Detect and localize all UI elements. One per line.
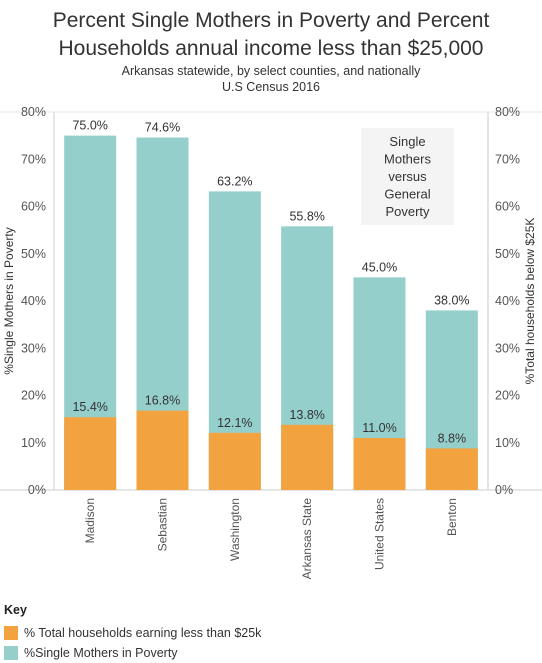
x-tick-label: United States — [373, 498, 387, 570]
annotation-text-line: General — [384, 187, 430, 202]
x-tick-label: Madison — [83, 498, 97, 543]
chart-title-line-2: Households annual income less than $25,0… — [58, 37, 484, 60]
bar-chart: 0% 0% 10% 10% 20% 20% 30% 30% 40% 40% 50% 50% 60% 60%… — [0, 105, 542, 580]
legend-label-households: % Total households earning less than $25… — [24, 626, 262, 640]
annotation-text-line: Poverty — [385, 204, 430, 219]
x-tick-label: Benton — [445, 498, 459, 536]
bar-households — [208, 432, 261, 490]
bar-households — [353, 438, 406, 490]
y-tick-label-left: 20% — [21, 389, 46, 403]
data-label-households: 15.4% — [72, 400, 107, 414]
data-label-households: 11.0% — [362, 421, 397, 435]
y-axis-title-right: %Total households below $25K — [523, 218, 537, 385]
y-tick-label-right: 10% — [495, 436, 520, 450]
chart-subtitle-line-1: Arkansas statewide, by select counties, … — [121, 64, 421, 78]
y-tick-label-right: 20% — [495, 389, 520, 403]
x-tick-label: Sebastian — [156, 498, 170, 551]
annotation-text-line: versus — [388, 169, 427, 184]
legend: Key % Total households earning less than… — [4, 603, 261, 663]
x-tick-label: Arkansas State — [300, 498, 314, 580]
y-tick-label-right: 50% — [495, 247, 520, 261]
data-label-single-mothers: 55.8% — [289, 209, 324, 223]
y-tick-label-left: 30% — [21, 341, 46, 355]
data-label-single-mothers: 74.6% — [145, 121, 180, 135]
data-label-single-mothers: 63.2% — [217, 174, 252, 188]
y-tick-label-right: 60% — [495, 200, 520, 214]
legend-item-single-mothers: %Single Mothers in Poverty — [4, 643, 261, 663]
data-label-households: 8.8% — [438, 431, 467, 445]
bar-households — [425, 448, 478, 490]
data-label-households: 12.1% — [217, 416, 252, 430]
bar-households — [64, 417, 117, 490]
bar-households — [281, 424, 334, 490]
x-tick-label: Washington — [228, 498, 242, 561]
chart-title-line-1: Percent Single Mothers in Poverty and Pe… — [52, 9, 490, 32]
data-label-single-mothers: 38.0% — [434, 293, 469, 307]
y-tick-label-left: 50% — [21, 247, 46, 261]
y-tick-label-right: 30% — [495, 341, 520, 355]
y-tick-label-right: 40% — [495, 294, 520, 308]
data-label-households: 13.8% — [289, 408, 324, 422]
y-tick-label-left: 10% — [21, 436, 46, 450]
y-tick-label-left: 0% — [28, 483, 46, 497]
y-tick-label-right: 0% — [495, 483, 513, 497]
y-tick-label-left: 80% — [21, 105, 46, 119]
chart-subtitle: Arkansas statewide, by select counties, … — [0, 63, 542, 95]
y-tick-label-left: 60% — [21, 200, 46, 214]
y-axis-title-left: %Single Mothers in Poverty — [2, 227, 16, 374]
legend-title: Key — [4, 603, 27, 617]
bar-households — [136, 410, 189, 490]
annotation-text-line: Mothers — [384, 152, 431, 167]
data-label-households: 16.8% — [145, 394, 180, 408]
annotation-box — [361, 128, 454, 225]
y-tick-label-right: 70% — [495, 152, 520, 166]
annotation-text-line: Single — [389, 134, 425, 149]
data-label-single-mothers: 75.0% — [72, 119, 107, 133]
chart-title: Percent Single Mothers in Poverty and Pe… — [0, 7, 542, 63]
legend-swatch-households — [4, 626, 18, 640]
y-tick-label-right: 80% — [495, 105, 520, 119]
chart-subtitle-line-2: U.S Census 2016 — [222, 80, 320, 94]
y-tick-label-left: 40% — [21, 294, 46, 308]
legend-label-single-mothers: %Single Mothers in Poverty — [24, 646, 178, 660]
legend-item-households: % Total households earning less than $25… — [4, 623, 261, 643]
legend-swatch-single-mothers — [4, 646, 18, 660]
data-label-single-mothers: 45.0% — [362, 260, 397, 274]
y-tick-label-left: 70% — [21, 152, 46, 166]
